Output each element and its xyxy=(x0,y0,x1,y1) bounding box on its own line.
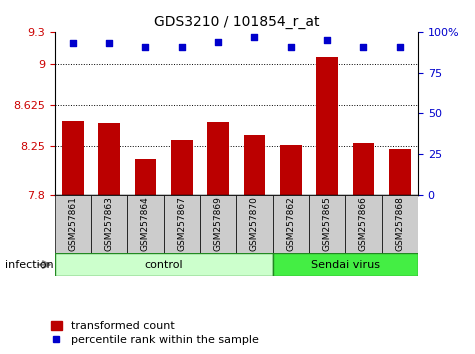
Bar xyxy=(200,195,237,253)
Point xyxy=(287,44,294,49)
Point xyxy=(105,40,113,46)
Bar xyxy=(55,195,91,253)
Bar xyxy=(273,195,309,253)
Text: GSM257863: GSM257863 xyxy=(104,196,114,251)
Text: Sendai virus: Sendai virus xyxy=(311,259,380,270)
Bar xyxy=(62,121,84,195)
Bar xyxy=(237,195,273,253)
Bar xyxy=(352,143,374,195)
Bar xyxy=(55,253,273,276)
Text: GSM257862: GSM257862 xyxy=(286,196,295,251)
Bar xyxy=(207,122,229,195)
Bar xyxy=(381,195,418,253)
Text: GSM257869: GSM257869 xyxy=(214,196,223,251)
Point xyxy=(251,34,258,40)
Point xyxy=(142,44,149,49)
Bar xyxy=(273,253,418,276)
Bar xyxy=(244,135,266,195)
Text: GSM257870: GSM257870 xyxy=(250,196,259,251)
Point xyxy=(323,37,331,43)
Text: GSM257868: GSM257868 xyxy=(395,196,404,251)
Text: control: control xyxy=(144,259,183,270)
Point xyxy=(360,44,367,49)
Text: GSM257861: GSM257861 xyxy=(68,196,77,251)
Text: GSM257864: GSM257864 xyxy=(141,196,150,251)
Text: GSM257865: GSM257865 xyxy=(323,196,332,251)
Bar xyxy=(98,123,120,195)
Bar xyxy=(134,159,156,195)
Bar xyxy=(171,141,193,195)
Legend: transformed count, percentile rank within the sample: transformed count, percentile rank withi… xyxy=(51,321,258,345)
Bar xyxy=(280,145,302,195)
Point xyxy=(214,39,222,45)
Text: infection: infection xyxy=(5,259,53,270)
Text: GSM257867: GSM257867 xyxy=(177,196,186,251)
Point xyxy=(69,40,76,46)
Bar xyxy=(389,149,411,195)
Bar xyxy=(163,195,200,253)
Text: GSM257866: GSM257866 xyxy=(359,196,368,251)
Bar xyxy=(91,195,127,253)
Point xyxy=(178,44,186,49)
Title: GDS3210 / 101854_r_at: GDS3210 / 101854_r_at xyxy=(153,16,319,29)
Bar xyxy=(127,195,163,253)
Bar xyxy=(345,195,381,253)
Bar xyxy=(309,195,345,253)
Point xyxy=(396,44,404,49)
Bar xyxy=(316,57,338,195)
